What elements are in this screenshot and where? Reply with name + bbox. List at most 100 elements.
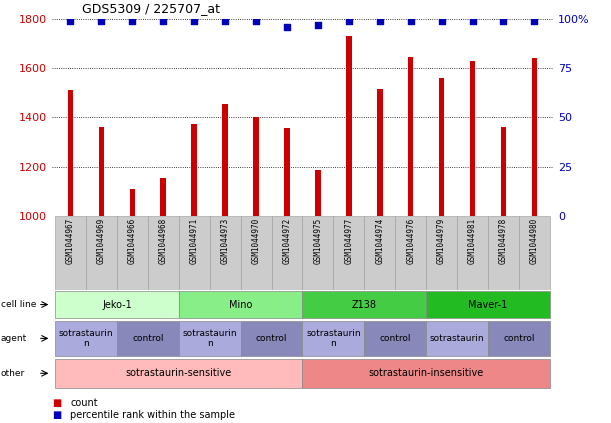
Bar [254,117,259,216]
Bar [315,170,321,216]
Bar [191,124,197,216]
Text: Jeko-1: Jeko-1 [102,299,132,310]
Bar [426,321,488,356]
Bar [179,216,210,290]
Text: GSM1044969: GSM1044969 [97,218,106,264]
Bar [302,321,364,356]
Point [158,18,168,25]
Text: GSM1044966: GSM1044966 [128,218,137,264]
Bar [210,216,241,290]
Bar [98,127,104,216]
Text: ■: ■ [52,409,61,420]
Text: GSM1044975: GSM1044975 [313,218,323,264]
Text: sotrastaurin
n: sotrastaurin n [306,329,360,348]
Text: GDS5309 / 225707_at: GDS5309 / 225707_at [82,2,221,15]
Point [344,18,354,25]
Text: sotrastaurin-insensitive: sotrastaurin-insensitive [368,368,484,378]
Point [313,22,323,28]
Text: Maver-1: Maver-1 [469,299,508,310]
Point [467,18,477,25]
Point [251,18,261,25]
Text: GSM1044970: GSM1044970 [252,218,260,264]
Text: agent: agent [1,334,27,343]
Bar [179,291,302,318]
Text: control: control [256,334,287,343]
Bar [117,321,179,356]
Bar [284,129,290,216]
Bar [346,36,351,216]
Point [189,18,199,25]
Text: sotrastaurin
n: sotrastaurin n [182,329,237,348]
Text: GSM1044971: GSM1044971 [189,218,199,264]
Bar [519,216,550,290]
Bar [488,321,550,356]
Text: control: control [503,334,535,343]
Point [530,18,540,25]
Bar [302,359,550,388]
Text: GSM1044977: GSM1044977 [345,218,353,264]
Bar [241,216,271,290]
Text: GSM1044973: GSM1044973 [221,218,230,264]
Text: GSM1044974: GSM1044974 [375,218,384,264]
Point [97,18,106,25]
Text: GSM1044979: GSM1044979 [437,218,446,264]
Bar [302,216,334,290]
Bar [364,321,426,356]
Bar [426,216,457,290]
Text: GSM1044967: GSM1044967 [66,218,75,264]
Bar [302,291,426,318]
Bar [457,216,488,290]
Bar [55,359,302,388]
Text: control: control [132,334,164,343]
Text: cell line: cell line [1,300,36,309]
Bar [148,216,179,290]
Bar [179,321,241,356]
Bar [271,216,302,290]
Text: percentile rank within the sample: percentile rank within the sample [70,409,235,420]
Point [375,18,385,25]
Text: sotrastaurin: sotrastaurin [430,334,485,343]
Bar [377,89,382,216]
Bar [364,216,395,290]
Point [128,18,137,25]
Text: GSM1044972: GSM1044972 [282,218,291,264]
Point [499,18,508,25]
Bar [161,178,166,216]
Text: Mino: Mino [229,299,252,310]
Bar [488,216,519,290]
Text: Z138: Z138 [352,299,377,310]
Bar [117,216,148,290]
Bar [68,91,73,216]
Bar [470,61,475,216]
Point [406,18,415,25]
Bar [55,216,86,290]
Bar [55,321,117,356]
Text: GSM1044980: GSM1044980 [530,218,539,264]
Bar [532,58,537,216]
Text: count: count [70,398,98,408]
Text: other: other [1,369,25,378]
Text: GSM1044968: GSM1044968 [159,218,168,264]
Bar [86,216,117,290]
Point [220,18,230,25]
Bar [222,104,228,216]
Bar [395,216,426,290]
Text: GSM1044978: GSM1044978 [499,218,508,264]
Bar [439,78,444,216]
Bar [426,291,550,318]
Point [65,18,75,25]
Bar [334,216,364,290]
Text: sotrastaurin-sensitive: sotrastaurin-sensitive [126,368,232,378]
Bar [130,189,135,216]
Text: sotrastaurin
n: sotrastaurin n [59,329,113,348]
Point [437,18,447,25]
Text: control: control [379,334,411,343]
Bar [408,57,414,216]
Text: GSM1044976: GSM1044976 [406,218,415,264]
Text: GSM1044981: GSM1044981 [468,218,477,264]
Bar [500,127,507,216]
Text: ■: ■ [52,398,61,408]
Bar [55,291,179,318]
Bar [241,321,302,356]
Point [282,24,292,30]
